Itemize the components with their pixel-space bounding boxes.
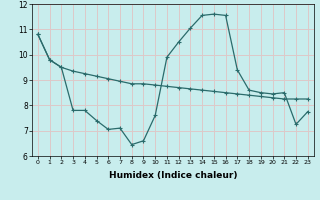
X-axis label: Humidex (Indice chaleur): Humidex (Indice chaleur) <box>108 171 237 180</box>
